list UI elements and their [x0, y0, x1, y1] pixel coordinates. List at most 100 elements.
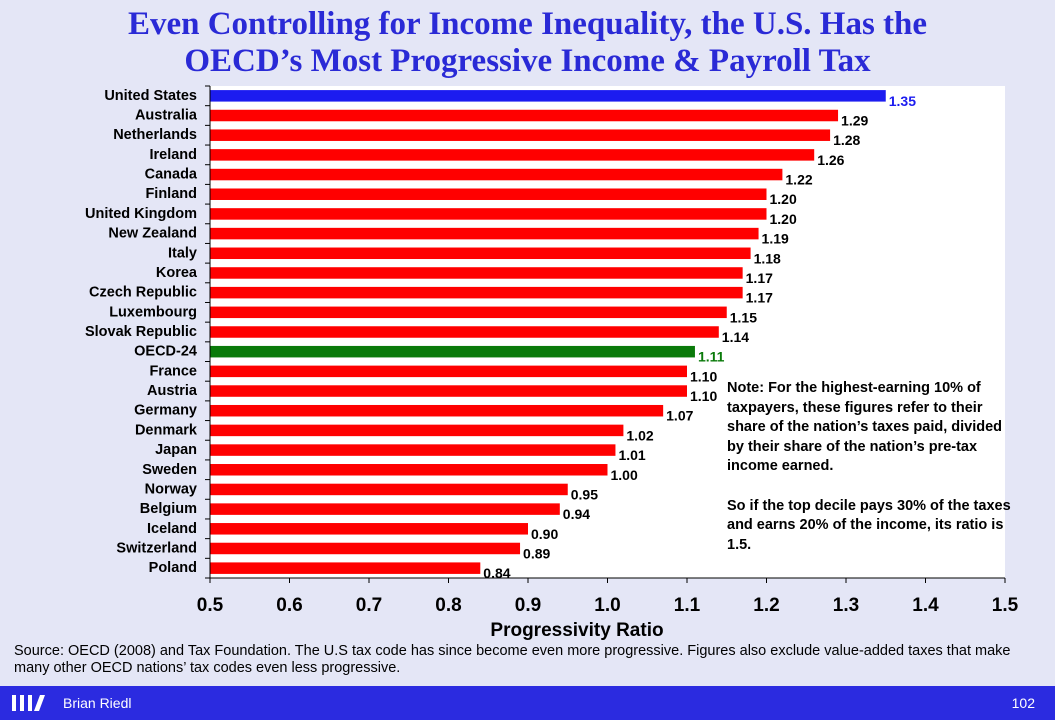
category-label-japan: Japan [155, 442, 197, 458]
value-label-oecd-24: 1.11 [698, 349, 725, 365]
title-line-2: OECD’s Most Progressive Income & Payroll… [184, 43, 871, 79]
bar-austria [210, 385, 687, 397]
value-label-denmark: 1.02 [626, 427, 653, 443]
x-axis-title: Progressivity Ratio [490, 620, 663, 641]
footer-bar: Brian Riedl 102 [0, 686, 1055, 720]
value-label-belgium: 0.94 [563, 506, 590, 522]
category-label-poland: Poland [149, 560, 197, 576]
bar-australia [210, 109, 839, 122]
category-label-iceland: Iceland [147, 521, 197, 537]
value-label-poland: 0.84 [483, 565, 510, 581]
page-number: 102 [1011, 695, 1035, 711]
value-labels-group: 1.35 1.29 1.28 1.26 1.22 1.20 1.20 1.19 1.18 1.17… [483, 93, 916, 581]
bar-belgium [210, 503, 560, 515]
bar-ireland [210, 149, 815, 161]
category-label-united-states: United States [104, 88, 197, 104]
category-label-austria: Austria [147, 383, 198, 399]
x-tick-label: 1.1 [674, 595, 701, 616]
x-tick-label: 0.7 [356, 595, 382, 616]
value-label-italy: 1.18 [754, 250, 781, 266]
x-tick-label: 1.2 [753, 595, 779, 616]
value-label-iceland: 0.90 [531, 526, 558, 542]
value-label-sweden: 1.00 [611, 467, 638, 483]
bar-finland [210, 188, 767, 200]
category-label-luxembourg: Luxembourg [109, 304, 197, 320]
value-label-united-states: 1.35 [889, 93, 916, 109]
category-label-sweden: Sweden [142, 462, 197, 478]
value-label-japan: 1.01 [618, 447, 645, 463]
category-label-czech-republic: Czech Republic [89, 285, 197, 301]
title-line-1: Even Controlling for Income Inequality, … [127, 6, 928, 42]
bar-luxembourg [210, 306, 727, 319]
category-label-korea: Korea [156, 265, 198, 281]
value-label-canada: 1.22 [785, 172, 812, 188]
note-box: Note: For the highest-earning 10% of tax… [727, 379, 1017, 555]
category-label-ireland: Ireland [149, 147, 197, 163]
bar-france [210, 365, 687, 378]
value-label-switzerland: 0.89 [523, 545, 550, 561]
value-label-france: 1.10 [690, 368, 717, 384]
category-label-denmark: Denmark [135, 422, 198, 438]
value-label-austria: 1.10 [690, 388, 717, 404]
bar-denmark [210, 424, 624, 437]
value-label-germany: 1.07 [666, 408, 693, 424]
bar-slovak-republic [210, 326, 719, 338]
value-label-united-kingdom: 1.20 [770, 211, 797, 227]
note-paragraph-2: So if the top decile pays 30% of the tax… [727, 497, 1011, 553]
bar-japan [210, 444, 616, 456]
x-tick-label: 1.3 [833, 595, 859, 616]
bar-norway [210, 483, 568, 496]
value-label-slovak-republic: 1.14 [722, 329, 749, 345]
category-label-switzerland: Switzerland [116, 540, 197, 556]
bar-iceland [210, 523, 528, 535]
bar-chart: 1.35 1.29 1.28 1.26 1.22 1.20 1.20 1.19 1.18 1.17… [85, 85, 1019, 641]
y-ticks-group [205, 85, 210, 579]
category-label-germany: Germany [134, 403, 197, 419]
value-label-luxembourg: 1.15 [730, 309, 757, 325]
bar-korea [210, 267, 743, 279]
bar-switzerland [210, 542, 521, 555]
category-label-oecd-24: OECD-24 [134, 344, 197, 360]
x-tick-label: 1.4 [912, 595, 939, 616]
value-label-norway: 0.95 [571, 486, 598, 502]
category-label-france: France [149, 363, 197, 379]
value-label-finland: 1.20 [770, 191, 797, 207]
bar-sweden [210, 464, 608, 476]
category-label-new-zealand: New Zealand [108, 226, 197, 242]
bar-poland [210, 562, 481, 574]
value-label-australia: 1.29 [841, 113, 868, 129]
value-label-czech-republic: 1.17 [746, 290, 773, 306]
category-label-canada: Canada [145, 167, 198, 183]
x-tick-label: 0.8 [435, 595, 461, 616]
bar-germany [210, 404, 664, 417]
x-tick-label: 0.9 [515, 595, 541, 616]
value-label-ireland: 1.26 [817, 152, 844, 168]
slide-title: Even Controlling for Income Inequality, … [0, 6, 1055, 80]
bar-new-zealand [210, 227, 759, 240]
category-label-italy: Italy [168, 245, 197, 261]
x-tick-label: 1.0 [594, 595, 620, 616]
x-ticks-group: 0.5 0.6 0.7 0.8 0.9 1.0 1.1 1.2 1.3 1.4 1.5 [197, 578, 1019, 616]
value-label-new-zealand: 1.19 [762, 231, 789, 247]
category-label-australia: Australia [135, 108, 198, 124]
category-label-belgium: Belgium [140, 501, 197, 517]
source-footnote: Source: OECD (2008) and Tax Foundation. … [14, 643, 1011, 676]
bar-czech-republic [210, 286, 743, 299]
category-labels-group: United States Australia Netherlands Ireland… [85, 88, 198, 576]
value-label-korea: 1.17 [746, 270, 773, 286]
category-label-united-kingdom: United Kingdom [85, 206, 197, 222]
value-label-netherlands: 1.28 [833, 132, 860, 148]
bar-united-kingdom [210, 208, 767, 220]
x-tick-label: 1.5 [992, 595, 1019, 616]
x-tick-label: 0.5 [197, 595, 224, 616]
x-tick-label: 0.6 [276, 595, 302, 616]
note-paragraph-1: Note: For the highest-earning 10% of tax… [727, 380, 1003, 475]
bar-italy [210, 247, 751, 260]
bar-oecd-24 [210, 345, 695, 358]
logo-bars-icon [12, 695, 45, 711]
bars-group [210, 90, 886, 574]
bar-united-states [210, 90, 886, 102]
category-label-finland: Finland [145, 186, 197, 202]
bar-netherlands [210, 129, 831, 141]
category-label-slovak-republic: Slovak Republic [85, 324, 197, 340]
